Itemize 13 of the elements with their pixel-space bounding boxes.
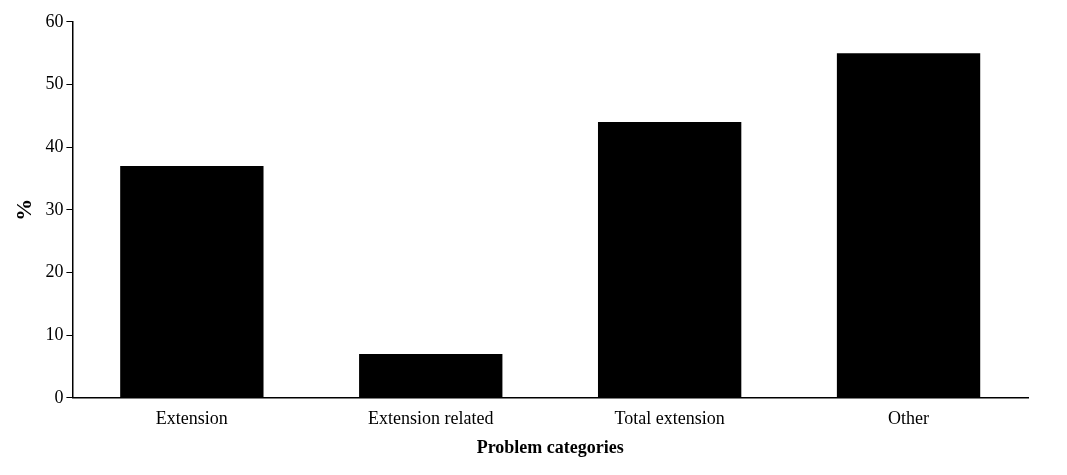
x-tick-label: Extension related [368, 408, 494, 429]
x-tick-label: Other [888, 408, 930, 429]
y-tick-label: 20 [45, 261, 64, 282]
x-tick-label: Extension [155, 408, 228, 429]
y-tick-label: 50 [45, 73, 64, 94]
y-tick-label: 40 [45, 135, 64, 156]
y-tick-label: 10 [45, 323, 64, 344]
y-tick-label: 30 [45, 198, 64, 219]
y-tick-label: 0 [54, 386, 64, 407]
x-axis-title: Problem categories [476, 436, 624, 457]
x-tick-label: Total extension [614, 408, 725, 429]
y-axis-title: % [10, 198, 36, 221]
y-tick-label: 60 [45, 10, 64, 31]
